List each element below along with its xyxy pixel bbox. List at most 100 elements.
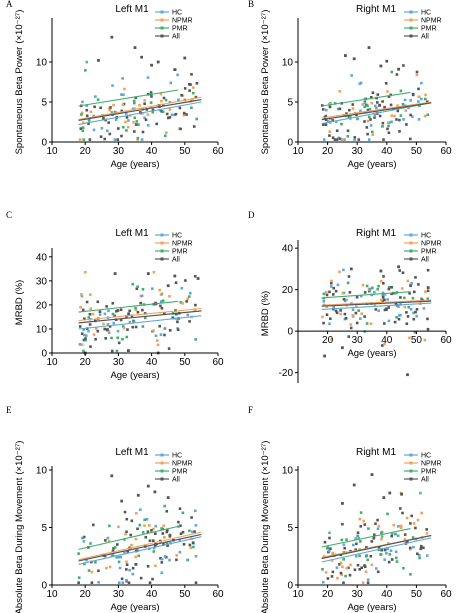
scatter-point	[115, 556, 118, 559]
scatter-point	[383, 298, 386, 302]
scatter-point	[400, 287, 404, 290]
scatter-point	[95, 327, 98, 330]
scatter-point	[344, 317, 348, 320]
legend-label: PMR	[421, 249, 437, 256]
scatter-point	[135, 287, 139, 290]
scatter-point	[426, 113, 430, 117]
scatter-point	[381, 291, 385, 295]
scatter-point	[405, 322, 409, 325]
scatter-point	[337, 136, 340, 140]
scatter-point	[122, 125, 125, 129]
scatter-point	[370, 101, 373, 105]
scatter-point	[354, 548, 357, 551]
scatter-point	[170, 113, 174, 117]
scatter-point	[328, 531, 331, 535]
y-axis-label: Spontaneous Beta Power (×10⁻²⁷)	[14, 10, 25, 155]
legend-marker	[160, 257, 164, 261]
scatter-point	[374, 308, 378, 311]
scatter-point	[342, 581, 345, 584]
y-tick-label: 0	[287, 138, 293, 149]
scatter-point	[107, 330, 110, 333]
scatter-point	[379, 279, 383, 283]
scatter-point	[390, 558, 394, 561]
scatter-point	[192, 545, 195, 549]
scatter-point	[340, 538, 344, 542]
scatter-point	[417, 100, 420, 103]
legend-marker	[160, 241, 164, 245]
scatter-point	[387, 124, 390, 128]
scatter-point	[139, 576, 143, 580]
regression-line-all	[321, 300, 432, 307]
scatter-point	[189, 83, 192, 86]
scatter-point	[381, 299, 384, 303]
scatter-point	[342, 298, 346, 301]
scatter-point	[132, 99, 136, 103]
scatter-point	[364, 570, 368, 574]
scatter-point	[78, 325, 82, 328]
scatter-point	[387, 287, 391, 291]
scatter-point	[410, 514, 413, 518]
scatter-point	[174, 312, 178, 316]
scatter-point	[87, 122, 90, 126]
scatter-point	[178, 507, 182, 510]
scatter-point	[326, 577, 330, 580]
scatter-point	[420, 544, 423, 548]
scatter-point	[146, 530, 150, 533]
scatter-point	[365, 322, 369, 325]
scatter-point	[176, 320, 179, 324]
scatter-point	[146, 113, 150, 116]
scatter-point	[122, 326, 126, 330]
scatter-point	[415, 73, 419, 77]
scatter-point	[149, 93, 153, 97]
scatter-point	[385, 59, 389, 63]
scatter-point	[112, 321, 116, 325]
scatter-point	[425, 528, 428, 531]
scatter-point	[154, 334, 158, 337]
scatter-point	[136, 310, 140, 314]
scatter-point	[160, 561, 164, 564]
scatter-point	[321, 108, 325, 111]
scatter-point	[159, 293, 163, 296]
scatter-point	[183, 87, 187, 90]
scatter-point	[415, 70, 419, 74]
scatter-point	[331, 136, 335, 139]
scatter-point	[117, 341, 121, 345]
scatter-point	[375, 106, 378, 110]
scatter-point	[359, 540, 362, 543]
scatter-point	[165, 530, 169, 534]
scatter-point	[370, 473, 374, 476]
scatter-point	[153, 490, 157, 494]
scatter-point	[82, 338, 86, 342]
scatter-point	[107, 309, 110, 313]
scatter-point	[386, 547, 389, 551]
scatter-point	[148, 524, 151, 527]
scatter-point	[174, 281, 178, 284]
scatter-point	[114, 118, 118, 121]
panel-letter: F	[248, 405, 253, 415]
scatter-point	[175, 558, 178, 562]
scatter-point	[152, 546, 156, 550]
y-axis-label-text: MRBD (%)	[260, 291, 271, 336]
scatter-point	[349, 323, 353, 326]
legend-marker	[409, 233, 413, 237]
scatter-point	[121, 581, 125, 584]
scatter-point	[88, 313, 92, 316]
scatter-point	[123, 538, 126, 541]
scatter-point	[357, 536, 360, 540]
scatter-point	[413, 290, 416, 294]
scatter-point	[387, 131, 391, 135]
x-axis-label: Age (years)	[110, 370, 159, 381]
x-tick-label: 40	[381, 589, 393, 600]
legend-label: PMR	[172, 469, 188, 476]
scatter-point	[93, 105, 96, 109]
scatter-point	[387, 286, 391, 289]
scatter-point	[395, 560, 399, 563]
scatter-point	[143, 518, 146, 522]
scatter-point	[403, 305, 407, 309]
x-tick-label: 50	[179, 357, 191, 368]
scatter-point	[82, 121, 85, 125]
scatter-point	[151, 108, 155, 112]
scatter-point	[412, 317, 416, 321]
scatter-point	[374, 104, 377, 108]
